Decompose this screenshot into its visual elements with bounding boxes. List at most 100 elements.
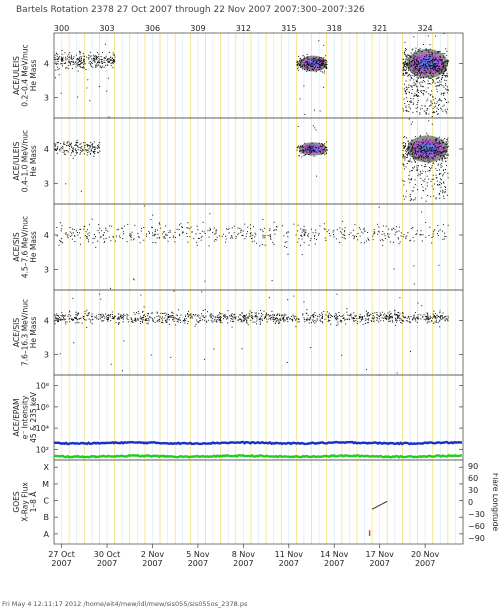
data-point — [98, 58, 100, 60]
data-point — [429, 44, 431, 46]
data-point — [435, 313, 437, 315]
data-point — [411, 49, 413, 51]
data-point — [169, 315, 171, 317]
data-point — [159, 224, 161, 226]
data-point — [438, 67, 440, 69]
y-tick-label: M — [42, 480, 49, 489]
data-point — [299, 145, 301, 147]
data-point — [80, 228, 82, 230]
data-point — [399, 241, 401, 243]
data-point — [417, 60, 419, 62]
data-point — [328, 320, 330, 322]
data-point — [55, 316, 57, 318]
data-point — [396, 313, 398, 315]
data-point — [389, 311, 391, 313]
data-point — [320, 64, 322, 66]
data-point — [325, 55, 327, 57]
data-point — [118, 316, 120, 318]
data-point — [402, 157, 404, 159]
data-point — [422, 66, 424, 68]
data-point — [440, 152, 442, 154]
data-point — [444, 62, 446, 64]
data-point — [317, 59, 319, 61]
data-point — [97, 152, 99, 154]
data-point — [92, 143, 94, 145]
data-point — [188, 314, 190, 316]
data-point — [147, 312, 149, 314]
data-point — [419, 113, 421, 115]
data-point — [426, 318, 428, 320]
data-point — [214, 239, 216, 241]
data-point — [63, 143, 65, 145]
data-point — [426, 112, 428, 114]
data-point — [303, 56, 305, 58]
data-point — [250, 232, 252, 234]
data-point — [286, 318, 288, 320]
data-point — [395, 314, 397, 316]
data-point — [436, 63, 438, 65]
data-point — [437, 113, 439, 115]
data-point — [427, 159, 429, 161]
data-point — [94, 148, 96, 150]
data-point — [94, 146, 96, 148]
data-point — [225, 238, 227, 240]
data-point — [184, 319, 186, 321]
data-point — [133, 239, 135, 241]
data-point — [422, 315, 424, 317]
data-point — [214, 320, 216, 322]
data-point — [403, 146, 405, 148]
data-point — [209, 227, 211, 229]
data-point — [268, 313, 270, 315]
data-point — [409, 63, 411, 65]
data-point — [147, 323, 149, 325]
data-point — [326, 149, 328, 151]
data-point — [198, 321, 200, 323]
data-point — [436, 152, 438, 154]
data-point — [187, 323, 189, 325]
data-point — [56, 142, 58, 144]
data-point — [404, 64, 406, 66]
data-point — [96, 147, 98, 149]
data-point — [443, 238, 445, 240]
data-point — [416, 111, 418, 113]
data-point — [322, 150, 324, 152]
data-point — [104, 57, 106, 59]
data-point — [431, 55, 433, 57]
data-point — [439, 143, 441, 145]
data-point — [424, 161, 426, 163]
data-point — [333, 315, 335, 317]
data-point — [319, 151, 321, 153]
data-point — [405, 66, 407, 68]
data-point — [341, 232, 343, 234]
data-point — [107, 315, 109, 317]
data-point — [74, 148, 76, 150]
data-point — [413, 54, 415, 56]
data-point — [404, 61, 406, 63]
data-point — [313, 63, 315, 65]
data-point — [444, 157, 446, 159]
data-point — [404, 83, 406, 85]
data-point — [185, 318, 187, 320]
data-point — [106, 64, 108, 66]
data-point — [290, 316, 292, 318]
data-point — [150, 317, 152, 319]
data-point — [430, 83, 432, 85]
data-point — [413, 82, 415, 84]
data-point — [309, 65, 311, 67]
data-point — [120, 315, 122, 317]
data-point — [218, 314, 220, 316]
data-point — [336, 316, 338, 318]
data-point — [101, 58, 103, 60]
y-axis-label-line: He Mass — [29, 231, 38, 263]
data-point — [191, 317, 193, 319]
data-point — [443, 72, 445, 74]
data-point — [207, 319, 209, 321]
data-point — [436, 59, 438, 61]
data-point — [58, 318, 60, 320]
data-point — [70, 143, 72, 145]
data-point — [385, 315, 387, 317]
data-point — [442, 63, 444, 65]
data-point — [436, 142, 438, 144]
data-point — [195, 233, 197, 235]
data-point — [302, 230, 304, 232]
